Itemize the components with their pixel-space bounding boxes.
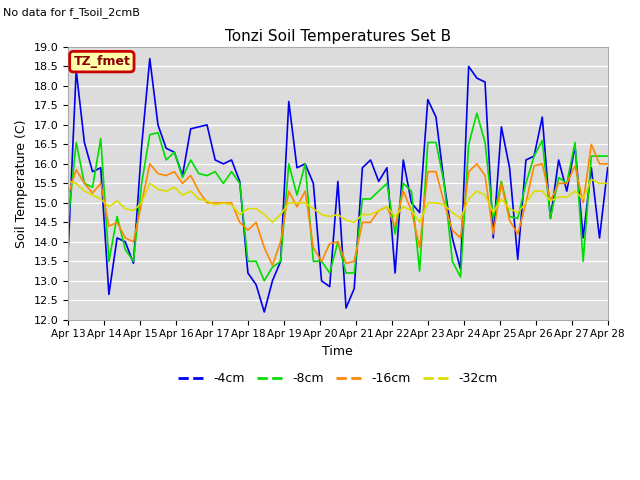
-8cm [473, 110, 481, 116]
-32cm [130, 208, 138, 214]
-16cm [269, 263, 276, 268]
-32cm [64, 179, 72, 184]
-32cm [563, 194, 571, 200]
-16cm [563, 180, 571, 186]
-16cm [481, 173, 489, 179]
Title: Tonzi Soil Temperatures Set B: Tonzi Soil Temperatures Set B [225, 29, 451, 44]
X-axis label: Time: Time [323, 345, 353, 358]
-32cm [588, 177, 595, 182]
-8cm [130, 258, 138, 264]
-16cm [317, 258, 325, 264]
-4cm [146, 56, 154, 61]
-4cm [326, 284, 333, 289]
-8cm [260, 278, 268, 284]
-16cm [293, 204, 301, 210]
Line: -16cm: -16cm [68, 144, 608, 265]
Legend: -4cm, -8cm, -16cm, -32cm: -4cm, -8cm, -16cm, -32cm [173, 367, 502, 390]
-32cm [105, 204, 113, 210]
-4cm [64, 251, 72, 256]
-32cm [317, 212, 325, 217]
-8cm [604, 153, 612, 159]
-32cm [293, 200, 301, 206]
Line: -8cm: -8cm [68, 113, 608, 281]
Line: -4cm: -4cm [68, 59, 608, 312]
-4cm [571, 144, 579, 149]
-4cm [130, 260, 138, 266]
-16cm [588, 142, 595, 147]
Text: TZ_fmet: TZ_fmet [74, 55, 131, 68]
-4cm [301, 161, 309, 167]
Text: No data for f_Tsoil_2cmB: No data for f_Tsoil_2cmB [3, 7, 140, 18]
-8cm [293, 192, 301, 198]
-4cm [604, 165, 612, 171]
-8cm [490, 216, 497, 221]
Y-axis label: Soil Temperature (C): Soil Temperature (C) [15, 119, 28, 248]
-4cm [260, 309, 268, 315]
-4cm [105, 291, 113, 297]
Line: -32cm: -32cm [68, 180, 608, 222]
-8cm [571, 140, 579, 145]
-8cm [317, 258, 325, 264]
-16cm [130, 239, 138, 245]
-16cm [64, 192, 72, 198]
-4cm [490, 235, 497, 241]
-32cm [604, 180, 612, 186]
-16cm [105, 223, 113, 229]
-16cm [604, 161, 612, 167]
-8cm [64, 219, 72, 225]
-8cm [105, 258, 113, 264]
-32cm [269, 219, 276, 225]
-32cm [481, 192, 489, 198]
